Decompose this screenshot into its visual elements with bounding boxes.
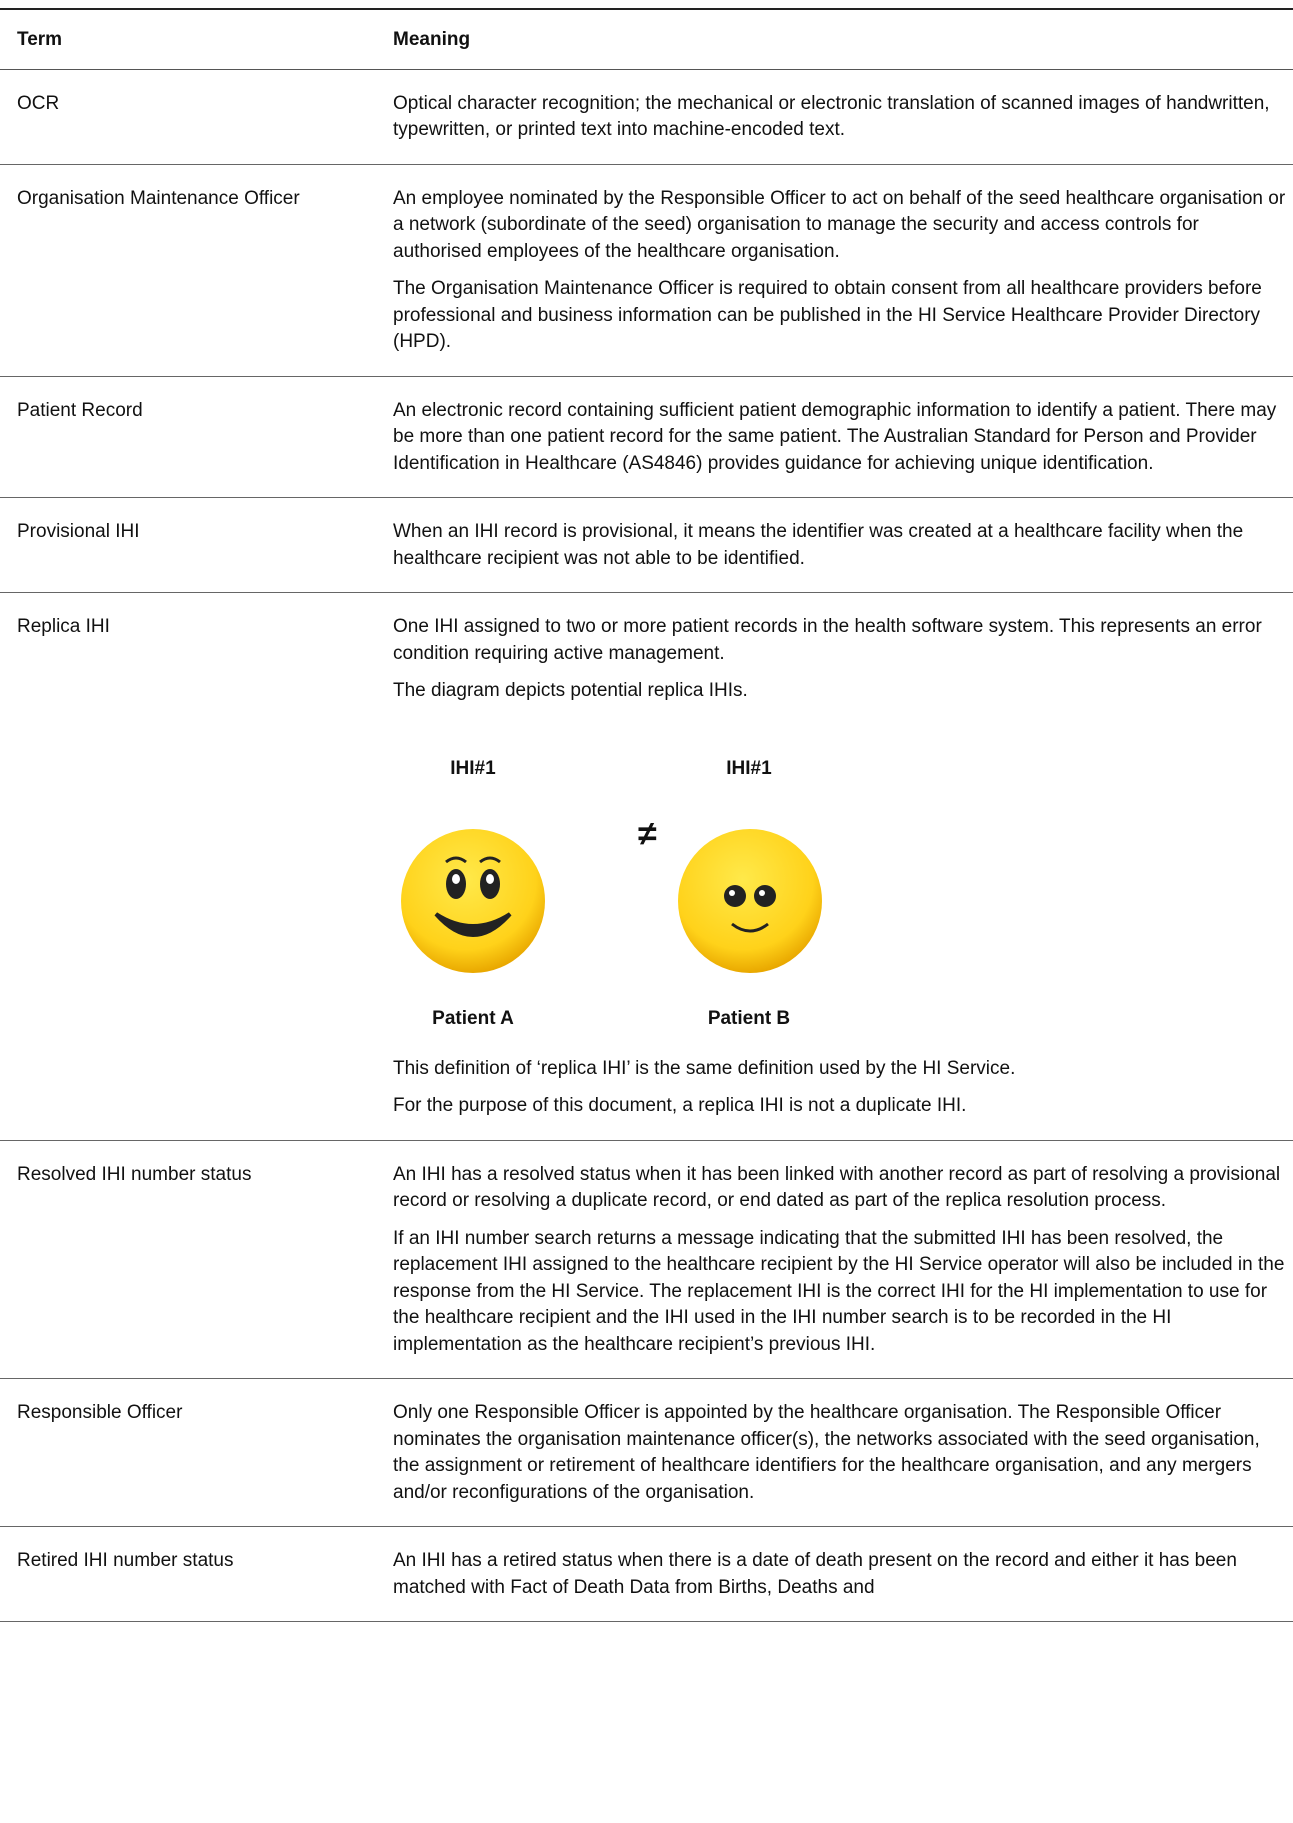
- glossary-table: Term Meaning OCR Optical character recogn…: [0, 8, 1293, 1622]
- term-cell: OCR: [0, 69, 393, 165]
- replica-diagram: IHI#1 IHI#1 Patient A Patient B ≠: [393, 716, 1291, 1046]
- table-row: Patient Record An electronic record conta…: [0, 376, 1293, 498]
- meaning-paragraph: An electronic record containing sufficie…: [393, 399, 1277, 474]
- meaning-paragraph: When an IHI record is provisional, it me…: [393, 521, 1244, 569]
- meaning-cell: An IHI has a retired status when there i…: [393, 1526, 1293, 1622]
- meaning-cell: Only one Responsible Officer is appointe…: [393, 1378, 1293, 1527]
- table-row: Provisional IHI When an IHI record is pro…: [0, 497, 1293, 593]
- meaning-paragraph: If an IHI number search returns a messag…: [393, 1227, 1285, 1355]
- page: Term Meaning OCR Optical character recogn…: [0, 8, 1293, 1823]
- table-row: Responsible Officer Only one Responsible …: [0, 1378, 1293, 1527]
- meaning-paragraph: The Organisation Maintenance Officer is …: [393, 278, 1262, 352]
- meaning-paragraph: This definition of ‘replica IHI’ is the …: [393, 1057, 1016, 1079]
- meaning-paragraph: One IHI assigned to two or more patient …: [393, 616, 1262, 664]
- meaning-cell: One IHI assigned to two or more patient …: [393, 592, 1293, 1141]
- term-cell: Patient Record: [0, 376, 393, 498]
- table-row: Retired IHI number status An IHI has a re…: [0, 1526, 1293, 1622]
- meaning-cell: An IHI has a resolved status when it has…: [393, 1140, 1293, 1379]
- face-b: [675, 826, 825, 985]
- meaning-paragraph: An IHI has a retired status when there i…: [393, 1550, 1237, 1598]
- header-cell: Term: [0, 9, 393, 70]
- meaning-paragraph: For the purpose of this document, a repl…: [393, 1095, 967, 1116]
- diagram-label: Patient B: [707, 1007, 791, 1029]
- meaning-cell: Optical character recognition; the mecha…: [393, 69, 1293, 165]
- meaning-paragraph: An IHI has a resolved status when it has…: [393, 1163, 1281, 1212]
- meaning-paragraph: An employee nominated by the Responsible…: [393, 187, 1286, 262]
- diagram-operator: ≠: [638, 814, 657, 853]
- header-row: Term Meaning: [0, 9, 1293, 70]
- term-cell: Resolved IHI number status: [0, 1140, 393, 1379]
- meaning-paragraph: The diagram depicts potential replica IH…: [393, 680, 748, 701]
- meaning-paragraph: Optical character recognition; the mecha…: [393, 92, 1270, 141]
- table-row: Organisation Maintenance Officer An emplo…: [0, 164, 1293, 377]
- table-row: Replica IHI One IHI assigned to two or mo…: [0, 592, 1293, 1141]
- term-cell: Retired IHI number status: [0, 1526, 393, 1622]
- face-a: [398, 826, 548, 985]
- smiley-icon: [401, 828, 545, 973]
- smiley-icon: [678, 828, 822, 973]
- term-cell: Responsible Officer: [0, 1378, 393, 1527]
- term-cell: Provisional IHI: [0, 497, 393, 593]
- table-row: OCR Optical character recognition; the me…: [0, 69, 1293, 165]
- meaning-paragraph: Only one Responsible Officer is appointe…: [393, 1402, 1260, 1503]
- meaning-cell: When an IHI record is provisional, it me…: [393, 497, 1293, 593]
- diagram-label: IHI#1: [450, 757, 496, 779]
- table-row: Resolved IHI number status An IHI has a r…: [0, 1140, 1293, 1379]
- header-cell: Meaning: [393, 9, 1293, 70]
- meaning-cell: An electronic record containing sufficie…: [393, 376, 1293, 498]
- diagram-label: Patient A: [432, 1007, 514, 1029]
- diagram-label: IHI#1: [726, 757, 772, 779]
- meaning-cell: An employee nominated by the Responsible…: [393, 164, 1293, 377]
- term-cell: Replica IHI: [0, 592, 393, 1141]
- term-cell: Organisation Maintenance Officer: [0, 164, 393, 377]
